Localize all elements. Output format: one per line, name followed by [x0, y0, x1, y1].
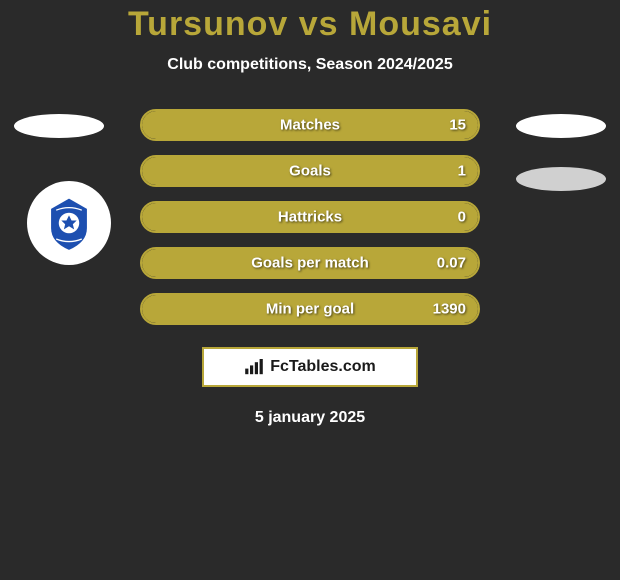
player-right-placeholder-2 — [516, 167, 606, 191]
player-right-placeholder — [516, 114, 606, 138]
stat-bar-goals-per-match: Goals per match 0.07 — [140, 247, 480, 279]
stat-bar-hattricks: Hattricks 0 — [140, 201, 480, 233]
stat-value: 0 — [458, 209, 466, 226]
main-area: Matches 15 Goals 1 Hattricks 0 Goals per… — [0, 109, 620, 427]
stat-bar-goals: Goals 1 — [140, 155, 480, 187]
stat-bar-min-per-goal: Min per goal 1390 — [140, 293, 480, 325]
stat-label: Hattricks — [278, 209, 342, 226]
stat-label: Min per goal — [266, 301, 354, 318]
stat-label: Matches — [280, 117, 340, 134]
comparison-card: Tursunov vs Mousavi Club competitions, S… — [0, 0, 620, 427]
stat-value: 15 — [449, 117, 466, 134]
stats-bars: Matches 15 Goals 1 Hattricks 0 Goals per… — [140, 109, 480, 325]
stat-bar-matches: Matches 15 — [140, 109, 480, 141]
page-title: Tursunov vs Mousavi — [0, 5, 620, 44]
bar-chart-icon — [244, 359, 264, 375]
player-left-placeholder — [14, 114, 104, 138]
stat-value: 0.07 — [437, 255, 466, 272]
date-text: 5 january 2025 — [0, 409, 620, 427]
club-logo-icon — [37, 191, 101, 255]
stat-label: Goals — [289, 163, 331, 180]
stat-value: 1 — [458, 163, 466, 180]
club-logo — [27, 181, 111, 265]
brand-box[interactable]: FcTables.com — [202, 347, 418, 387]
page-subtitle: Club competitions, Season 2024/2025 — [0, 56, 620, 74]
brand-text: FcTables.com — [270, 358, 376, 376]
stat-value: 1390 — [433, 301, 466, 318]
stat-label: Goals per match — [251, 255, 369, 272]
